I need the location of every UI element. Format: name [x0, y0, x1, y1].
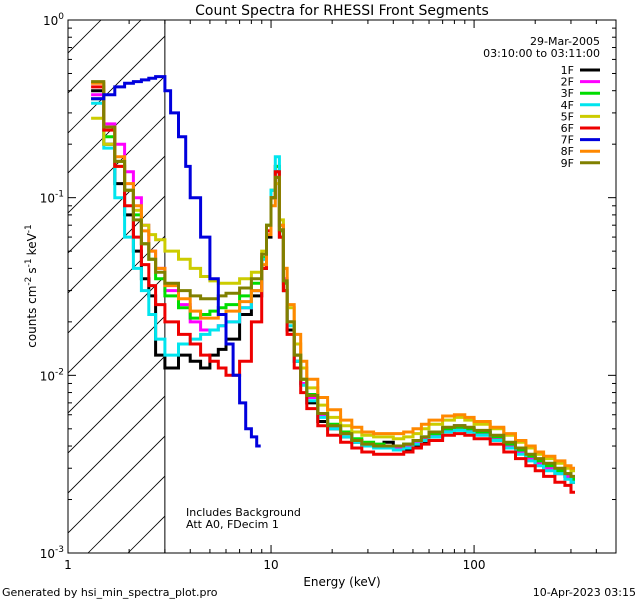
- legend-label-9F: 9F: [561, 157, 574, 170]
- hatch-line: [68, 275, 165, 374]
- legend-label-4F: 4F: [561, 99, 574, 112]
- y-axis-label-base: counts cm: [25, 286, 39, 348]
- y-axis-label-kev: keV: [25, 232, 39, 255]
- chart-title: Count Spectra for RHESSI Front Segments: [195, 3, 489, 19]
- legend-label-5F: 5F: [561, 110, 574, 123]
- y-axis-label: counts cm-2s-1keV-1: [24, 224, 39, 348]
- y-tick-label: 10-3: [40, 545, 64, 561]
- y-axis-label-exp3: -1: [24, 224, 34, 233]
- series-6F: [91, 85, 575, 494]
- date-label: 29-Mar-2005: [530, 35, 600, 48]
- time-range-label: 03:10:00 to 03:11:00: [483, 47, 600, 60]
- hatch-line: [0, 0, 68, 553]
- y-tick-label: 100: [43, 12, 64, 28]
- legend-label-2F: 2F: [561, 76, 574, 89]
- annotation-background: Includes Background: [186, 506, 301, 519]
- series-3F: [91, 97, 575, 481]
- footer-generated-by: Generated by hsi_min_spectra_plot.pro: [2, 586, 218, 599]
- y-axis-label-exp1: -2: [24, 277, 34, 286]
- hatch-line: [68, 355, 165, 454]
- annotation-attenuator: Att A0, FDecim 1: [186, 518, 279, 531]
- hatch-line: [68, 155, 165, 254]
- x-tick-label: 10: [263, 558, 278, 572]
- y-axis-label-s: s: [25, 267, 39, 273]
- legend-label-7F: 7F: [561, 134, 574, 147]
- x-axis-label: Energy (keV): [303, 575, 380, 589]
- hatch-line: [68, 395, 165, 494]
- hatch-line: [68, 35, 165, 134]
- x-tick-label: 100: [463, 558, 486, 572]
- legend-label-8F: 8F: [561, 145, 574, 158]
- legend-label-3F: 3F: [561, 87, 574, 100]
- footer-timestamp: 10-Apr-2023 03:15: [533, 586, 636, 599]
- hatch-line: [0, 0, 228, 553]
- y-axis-label-exp2: -1: [24, 258, 34, 267]
- series-9F: [91, 80, 575, 478]
- hatch-line: [68, 235, 165, 334]
- plot-frame: [67, 19, 617, 554]
- hatch-lines: [0, 0, 640, 553]
- hatch-line: [68, 195, 165, 294]
- series-group: [91, 75, 575, 494]
- hatch-line: [68, 435, 165, 534]
- y-tick-label: 10-2: [40, 367, 64, 383]
- axis-ticks: 1 10 100 100 10-1 10-2 10-3: [40, 12, 617, 572]
- series-8F: [91, 81, 575, 470]
- legend-label-1F: 1F: [561, 64, 574, 77]
- series-7F: [91, 75, 261, 448]
- x-tick-label: 1: [64, 558, 72, 572]
- hatch-line: [68, 115, 165, 214]
- y-tick-label: 10-1: [40, 190, 64, 206]
- hatch-line: [208, 0, 640, 553]
- hatch-line: [68, 75, 165, 174]
- legend-label-6F: 6F: [561, 122, 574, 135]
